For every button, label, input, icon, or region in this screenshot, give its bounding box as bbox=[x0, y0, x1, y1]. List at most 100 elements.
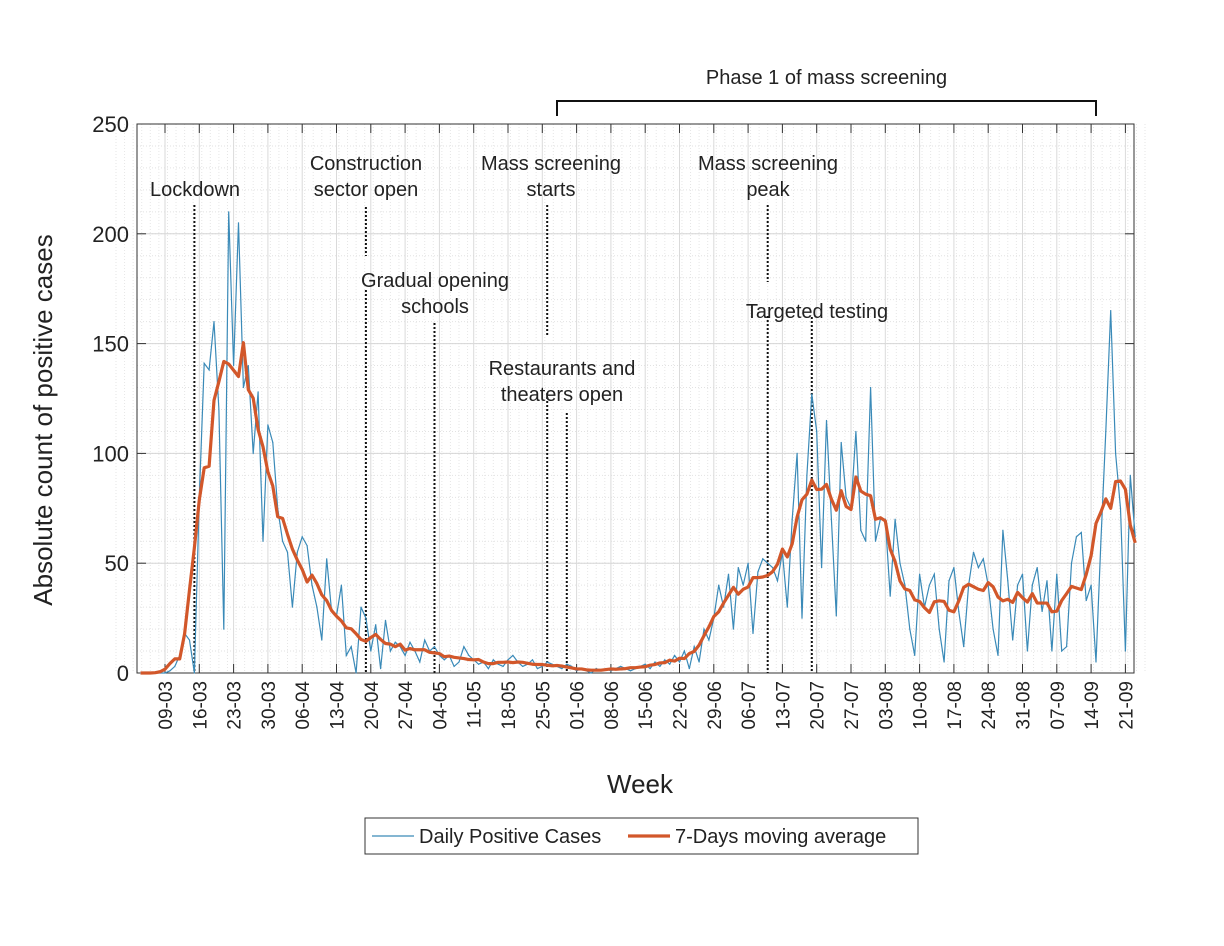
event-label: theaters open bbox=[501, 384, 623, 406]
daily-cases-point bbox=[380, 668, 382, 670]
daily-cases-point bbox=[169, 670, 171, 672]
event-label: Targeted testing bbox=[746, 301, 888, 323]
daily-cases-point bbox=[311, 584, 313, 586]
daily-cases-point bbox=[943, 661, 945, 663]
daily-cases-point bbox=[977, 566, 980, 569]
daily-cases-point bbox=[1080, 531, 1082, 534]
daily-cases-point bbox=[821, 566, 823, 569]
daily-cases-point bbox=[982, 558, 984, 560]
daily-cases-point bbox=[1012, 639, 1014, 641]
x-tick-label: 10-08 bbox=[911, 681, 932, 730]
daily-cases-point bbox=[747, 562, 749, 564]
daily-cases-point bbox=[1110, 310, 1112, 312]
daily-cases-point bbox=[1056, 573, 1058, 575]
series-7-day-moving-average bbox=[140, 341, 1137, 675]
daily-cases-point bbox=[218, 408, 220, 411]
daily-cases-point bbox=[389, 650, 391, 652]
daily-cases-point bbox=[776, 580, 779, 582]
daily-cases-point bbox=[340, 584, 342, 586]
daily-cases-point bbox=[1046, 580, 1048, 582]
x-tick-label: 11-05 bbox=[465, 681, 486, 728]
daily-cases-point bbox=[825, 419, 828, 422]
x-tick-label: 29-06 bbox=[705, 681, 726, 730]
daily-cases-point bbox=[835, 615, 837, 617]
event-label: sector open bbox=[314, 179, 419, 201]
daily-cases-point bbox=[1051, 650, 1053, 652]
daily-cases-point bbox=[757, 571, 759, 573]
daily-cases-point bbox=[531, 659, 534, 661]
y-tick-label: 150 bbox=[92, 332, 129, 357]
daily-cases-point bbox=[419, 661, 421, 663]
daily-cases-point bbox=[458, 661, 460, 663]
x-axis-label: Week bbox=[607, 769, 674, 799]
x-tick-label: 31-08 bbox=[1014, 681, 1035, 730]
daily-cases-point bbox=[350, 646, 352, 648]
y-tick-label: 250 bbox=[92, 112, 129, 137]
daily-cases-point bbox=[674, 654, 676, 657]
event-label: Lockdown bbox=[150, 179, 240, 201]
daily-cases-point bbox=[938, 628, 940, 630]
x-tick-label: 09-03 bbox=[156, 681, 177, 730]
daily-cases-point bbox=[272, 441, 274, 444]
daily-cases-point bbox=[247, 364, 249, 367]
daily-cases-point bbox=[830, 518, 833, 520]
daily-cases-point bbox=[502, 665, 504, 668]
daily-cases-point bbox=[193, 672, 195, 674]
x-tick-label: 13-07 bbox=[773, 681, 794, 730]
daily-cases-point bbox=[791, 518, 793, 520]
x-tick-label: 27-07 bbox=[842, 681, 863, 730]
daily-cases-point bbox=[286, 551, 289, 553]
daily-cases-point bbox=[1026, 650, 1028, 652]
daily-cases-point bbox=[424, 639, 426, 641]
daily-cases-point bbox=[752, 632, 754, 635]
daily-cases-point bbox=[889, 595, 891, 597]
daily-cases-point bbox=[321, 639, 323, 641]
series-daily-positive-cases bbox=[139, 211, 1136, 674]
daily-cases-point bbox=[1129, 474, 1131, 476]
daily-cases-point bbox=[326, 558, 328, 560]
daily-cases-point bbox=[772, 566, 774, 569]
daily-cases-point bbox=[899, 562, 901, 564]
event-label: Mass screening bbox=[698, 153, 838, 175]
y-tick-label: 50 bbox=[105, 551, 129, 576]
event-label: Restaurants and bbox=[489, 358, 636, 380]
daily-cases-point bbox=[375, 624, 377, 626]
daily-cases-point bbox=[188, 639, 191, 641]
daily-cases-point bbox=[360, 606, 362, 608]
daily-cases-point bbox=[257, 391, 259, 393]
daily-cases-point bbox=[933, 573, 935, 575]
daily-cases-point bbox=[1070, 562, 1073, 564]
daily-cases-point bbox=[345, 654, 347, 657]
daily-cases-point bbox=[1061, 650, 1063, 652]
daily-cases-point bbox=[487, 668, 489, 670]
daily-cases-point bbox=[546, 661, 548, 663]
daily-cases-point bbox=[806, 474, 808, 476]
x-tick-label: 07-09 bbox=[1048, 681, 1069, 730]
daily-cases-point bbox=[223, 628, 225, 630]
daily-cases-point bbox=[727, 573, 730, 575]
daily-cases-point bbox=[561, 668, 563, 670]
x-tick-label: 01-06 bbox=[568, 681, 589, 730]
daily-cases-point bbox=[522, 665, 524, 668]
x-tick-label: 17-08 bbox=[945, 681, 966, 730]
daily-cases-point bbox=[855, 430, 857, 433]
x-tick-label: 22-06 bbox=[671, 681, 692, 730]
daily-cases-point bbox=[816, 430, 818, 433]
daily-cases-point bbox=[355, 672, 357, 674]
daily-cases-point bbox=[237, 222, 240, 224]
grid bbox=[115, 123, 1146, 674]
y-tick-label: 0 bbox=[117, 661, 129, 686]
plot-area-frame bbox=[136, 123, 1135, 674]
daily-cases-point bbox=[1090, 584, 1092, 586]
x-tick-label: 13-04 bbox=[328, 681, 349, 730]
moving-average-line bbox=[140, 341, 1137, 675]
daily-cases-point bbox=[840, 441, 842, 444]
daily-cases-point bbox=[512, 654, 514, 657]
daily-cases-point bbox=[669, 663, 671, 665]
daily-cases-point bbox=[291, 606, 293, 608]
daily-cases-point bbox=[316, 606, 318, 608]
daily-cases-point bbox=[1115, 452, 1117, 454]
daily-cases-point bbox=[296, 551, 298, 553]
daily-cases-point bbox=[1105, 430, 1107, 433]
daily-cases-point bbox=[928, 584, 931, 586]
